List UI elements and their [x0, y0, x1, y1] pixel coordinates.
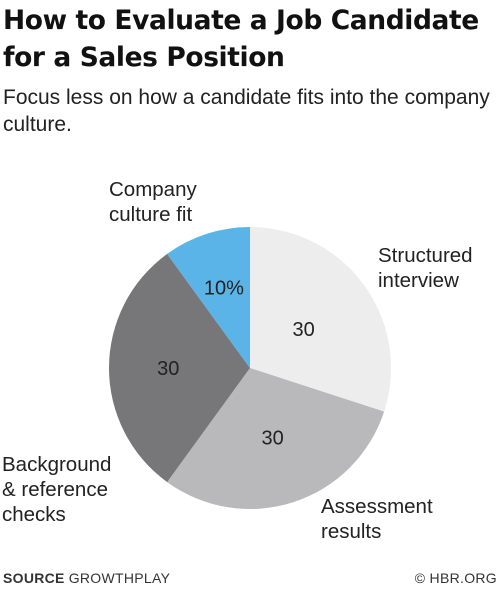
- chart-subtitle: Focus less on how a candidate fits into …: [3, 86, 490, 136]
- value-label-assessment-results: 30: [262, 428, 284, 450]
- value-label-company-culture-fit: 10%: [204, 278, 244, 300]
- copyright-credit: © HBR.ORG: [414, 570, 497, 586]
- category-label-structured-interview: Structured interview: [378, 244, 473, 292]
- slice-assessment-results: [167, 368, 385, 509]
- category-label-assessment-results: Assessment results: [321, 495, 433, 543]
- chart-title: How to Evaluate a Job Candidate for a Sa…: [3, 5, 479, 73]
- category-label-background-reference-checks: Background & reference checks: [2, 453, 111, 526]
- slice-structured-interview: [250, 227, 392, 412]
- value-label-structured-interview: 30: [292, 319, 314, 341]
- pie-slices: [108, 227, 392, 509]
- chart-footer: SOURCE GROWTHPLAY © HBR.ORG: [3, 570, 497, 586]
- slice-background-reference-checks: [108, 253, 251, 483]
- slice-category-labels: Structured interview Assessment results Back…: [2, 178, 473, 543]
- source-name: GROWTHPLAY: [68, 570, 171, 586]
- source-label: SOURCE: [3, 570, 65, 586]
- value-label-background-reference-checks: 30: [157, 358, 179, 380]
- slice-company-culture-fit: [167, 227, 250, 368]
- category-label-company-culture-fit: Company culture fit: [109, 178, 197, 226]
- slice-value-labels: 30 30 30 10%: [157, 278, 315, 450]
